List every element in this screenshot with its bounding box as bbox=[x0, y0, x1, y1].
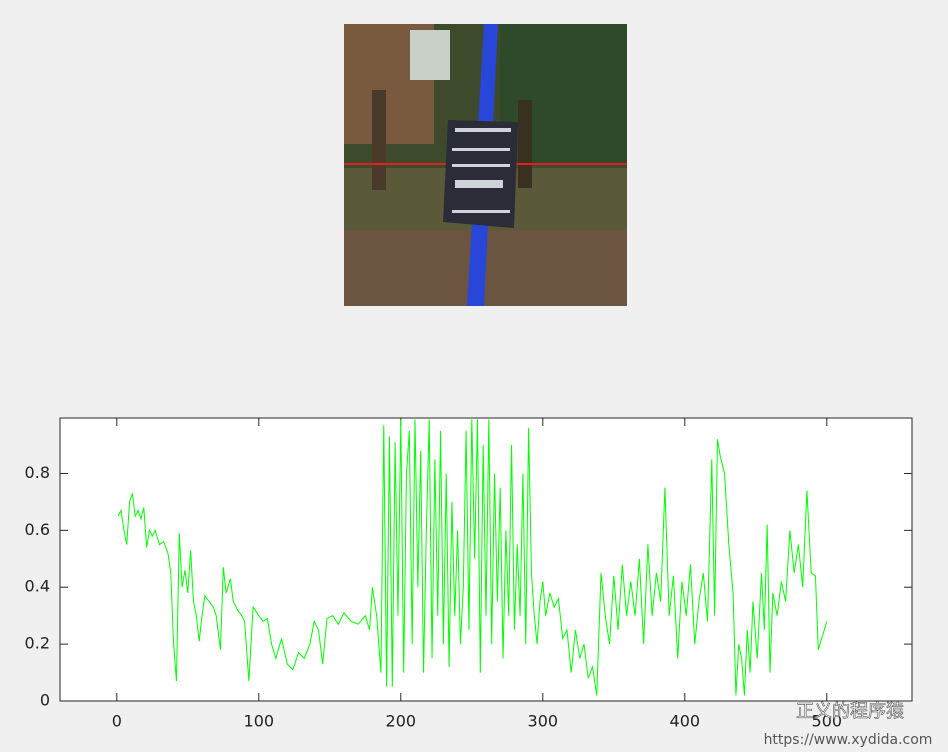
x-tick-label: 100 bbox=[244, 712, 275, 731]
watermark-url: https://www.xydida.com bbox=[764, 732, 933, 748]
x-tick-label: 500 bbox=[812, 712, 843, 731]
data-line bbox=[117, 419, 828, 696]
x-tick-label: 200 bbox=[386, 712, 417, 731]
axes bbox=[59, 417, 913, 702]
y-tick-label: 0 bbox=[40, 691, 50, 710]
photo bbox=[344, 24, 627, 306]
x-tick-label: 0 bbox=[112, 712, 122, 731]
y-tick-label: 0.6 bbox=[25, 520, 50, 539]
watermark-name: 正义的程序猿 bbox=[796, 701, 904, 722]
y-tick-label: 0.4 bbox=[25, 577, 50, 596]
y-tick-label: 0.2 bbox=[25, 634, 50, 653]
x-tick-label: 300 bbox=[528, 712, 559, 731]
x-tick-label: 400 bbox=[670, 712, 701, 731]
y-tick-label: 0.8 bbox=[25, 463, 50, 482]
